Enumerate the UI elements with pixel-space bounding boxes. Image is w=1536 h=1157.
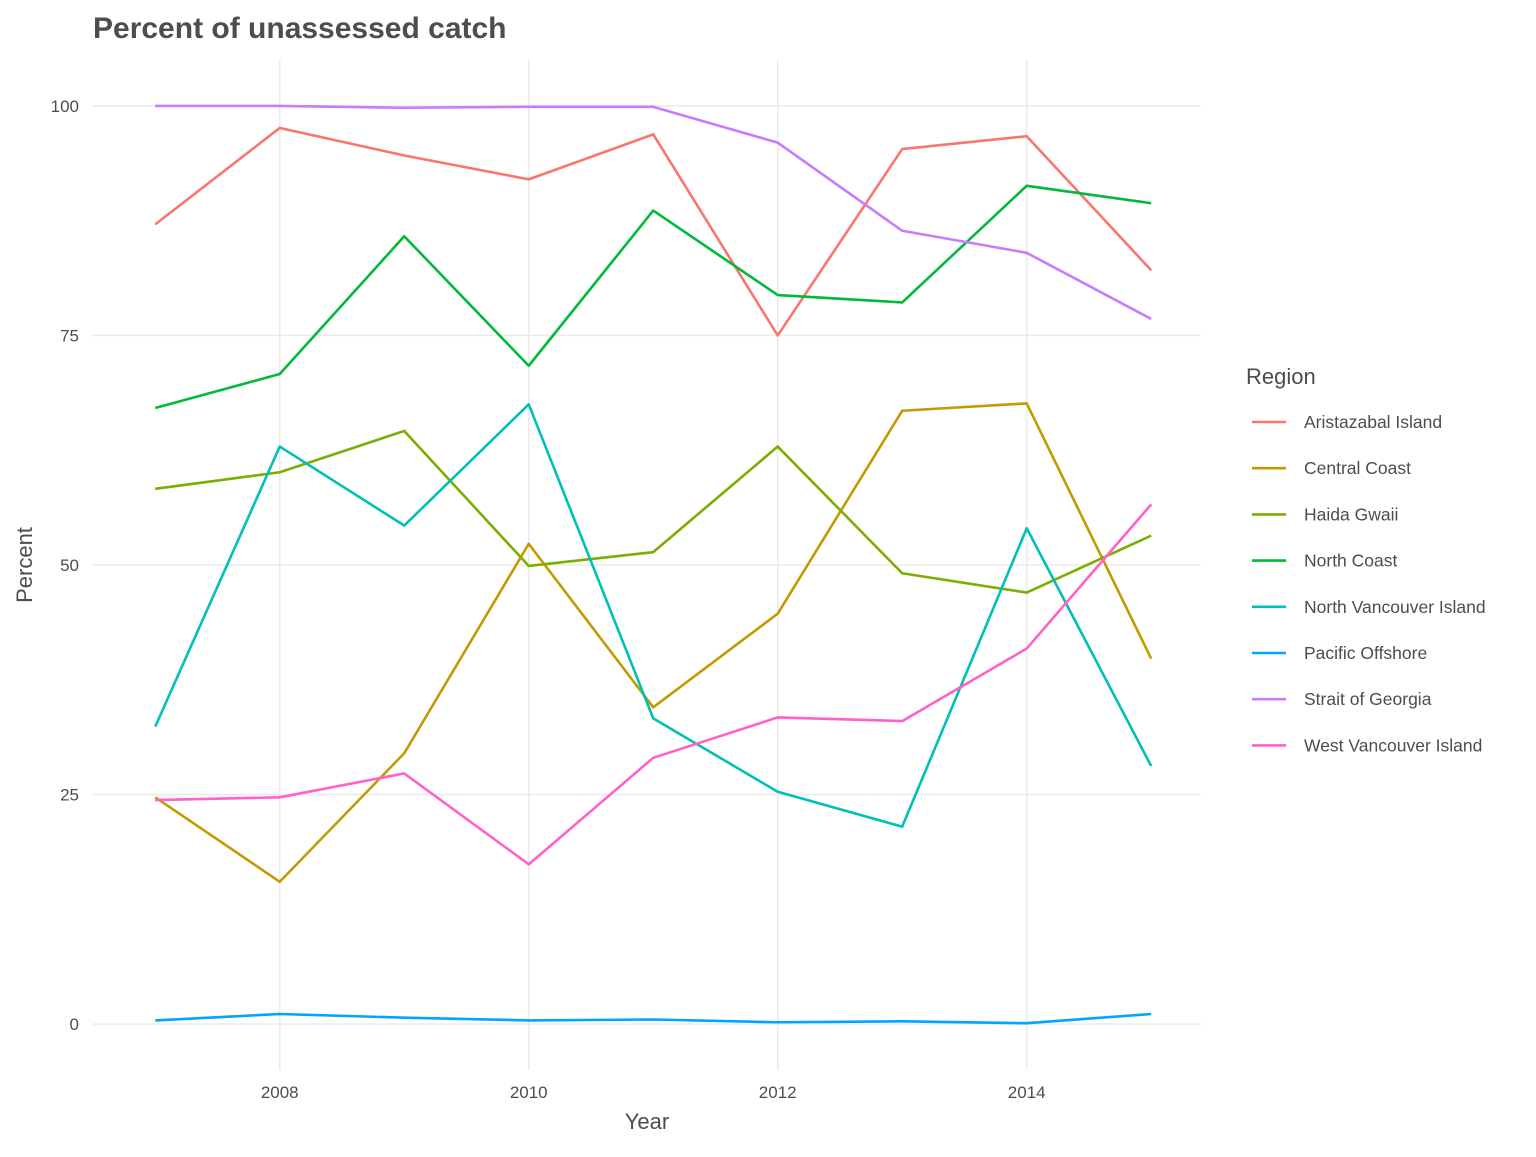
y-axis-ticks: 0 25 50 75 100 xyxy=(51,97,79,1034)
series-line-strait-of-georgia xyxy=(155,104,1152,321)
y-axis-title: Percent xyxy=(12,527,37,603)
x-axis-ticks: 2008 2010 2012 2014 xyxy=(261,1083,1046,1102)
x-tick-label: 2010 xyxy=(510,1083,548,1102)
grid xyxy=(93,60,1201,1070)
x-tick-label: 2012 xyxy=(759,1083,797,1102)
series-line-north-coast xyxy=(154,184,1152,410)
y-tick-label: 25 xyxy=(60,786,79,805)
legend-label-strait-of-georgia: Strait of Georgia xyxy=(1304,689,1432,709)
series-line-central-coast xyxy=(154,402,1153,884)
legend-label-pacific-offshore: Pacific Offshore xyxy=(1304,643,1427,663)
y-tick-label: 100 xyxy=(51,97,79,116)
series-lines xyxy=(154,104,1153,1025)
legend-label-north-vancouver-island: North Vancouver Island xyxy=(1304,597,1486,617)
legend-label-haida-gwaii: Haida Gwaii xyxy=(1304,504,1398,524)
series-line-west-vancouver-island xyxy=(155,503,1153,866)
legend-label-central-coast: Central Coast xyxy=(1304,458,1411,478)
legend: Region Aristazabal Island Central Coast Ha… xyxy=(1246,364,1486,755)
x-tick-label: 2014 xyxy=(1008,1083,1046,1102)
legend-label-north-coast: North Coast xyxy=(1304,551,1398,571)
y-tick-label: 50 xyxy=(60,556,79,575)
legend-label-west-vancouver-island: West Vancouver Island xyxy=(1304,735,1482,755)
legend-title: Region xyxy=(1246,364,1316,389)
series-line-haida-gwaii xyxy=(155,429,1152,594)
series-line-aristazabal-island xyxy=(154,126,1153,337)
x-axis-title: Year xyxy=(625,1109,669,1134)
y-tick-label: 0 xyxy=(70,1015,79,1034)
legend-items: Aristazabal Island Central Coast Haida Gwa… xyxy=(1252,412,1486,755)
chart-title: Percent of unassessed catch xyxy=(93,12,507,45)
x-tick-label: 2008 xyxy=(261,1083,299,1102)
y-tick-label: 75 xyxy=(60,326,79,345)
series-line-pacific-offshore xyxy=(155,1012,1152,1025)
legend-label-aristazabal-island: Aristazabal Island xyxy=(1304,412,1442,432)
series-line-north-vancouver-island xyxy=(154,403,1153,828)
